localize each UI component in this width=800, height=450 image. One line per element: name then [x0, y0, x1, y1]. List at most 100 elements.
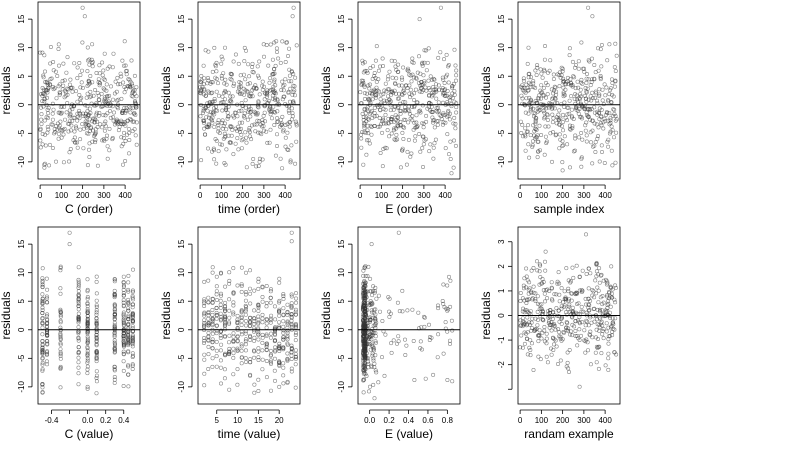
- data-point: [603, 93, 608, 98]
- data-point: [370, 64, 375, 69]
- data-point: [363, 289, 368, 294]
- data-point: [49, 122, 54, 127]
- data-point: [565, 112, 570, 117]
- data-point: [281, 330, 286, 335]
- data-point: [285, 130, 290, 135]
- data-point: [39, 112, 44, 117]
- data-point: [527, 320, 532, 325]
- data-point: [256, 164, 261, 169]
- data-point: [199, 74, 204, 79]
- data-point: [281, 337, 286, 342]
- data-point: [81, 111, 86, 116]
- data-point: [361, 295, 366, 300]
- data-point: [223, 353, 228, 358]
- data-point: [289, 369, 294, 374]
- data-point: [202, 322, 207, 327]
- data-point: [244, 304, 249, 309]
- data-point: [111, 115, 116, 120]
- data-point: [46, 111, 51, 116]
- data-point: [85, 360, 90, 365]
- data-point: [370, 310, 375, 315]
- data-point: [557, 146, 562, 151]
- data-point: [410, 307, 415, 312]
- data-point: [552, 337, 557, 342]
- data-point: [250, 88, 255, 93]
- y-tick-label: -10: [17, 381, 26, 393]
- data-point: [206, 366, 211, 371]
- data-point: [223, 308, 228, 313]
- data-point: [76, 331, 81, 336]
- data-point: [538, 67, 543, 72]
- x-tick-label: 0.2: [100, 416, 112, 425]
- data-point: [293, 75, 298, 80]
- data-point: [121, 319, 126, 324]
- y-tick-label: -5: [337, 129, 346, 137]
- data-point: [256, 349, 261, 354]
- data-point: [210, 120, 215, 125]
- data-point: [548, 131, 553, 136]
- data-point: [552, 106, 557, 111]
- data-point: [219, 291, 224, 296]
- data-point: [243, 356, 248, 361]
- x-axis-label: C (value): [65, 427, 114, 441]
- data-point: [112, 340, 117, 345]
- data-point: [541, 85, 546, 90]
- data-point: [533, 115, 538, 120]
- data-point: [518, 345, 523, 350]
- data-point: [573, 333, 578, 338]
- data-point: [286, 46, 291, 51]
- data-point: [363, 274, 368, 279]
- data-point: [235, 283, 240, 288]
- data-point: [292, 93, 297, 98]
- data-point: [239, 315, 244, 320]
- data-point: [414, 76, 419, 81]
- data-point: [558, 336, 563, 341]
- data-point: [518, 290, 523, 295]
- data-point: [260, 335, 265, 340]
- data-point: [370, 97, 375, 102]
- data-point: [613, 41, 618, 46]
- data-point: [369, 334, 374, 339]
- data-point: [372, 105, 377, 110]
- data-point: [430, 90, 435, 95]
- data-point: [293, 385, 298, 390]
- data-point: [361, 281, 366, 286]
- data-point: [382, 88, 387, 93]
- data-point: [410, 114, 415, 119]
- data-point: [130, 366, 135, 371]
- data-point: [365, 321, 370, 326]
- data-point: [529, 328, 534, 333]
- data-point: [76, 299, 81, 304]
- data-point: [596, 110, 601, 115]
- data-point: [53, 69, 58, 74]
- data-point: [421, 134, 426, 139]
- plot-frame: [197, 226, 301, 405]
- data-point: [374, 44, 379, 49]
- data-point: [550, 120, 555, 125]
- data-point: [221, 100, 226, 105]
- data-point: [588, 329, 593, 334]
- data-point: [131, 297, 136, 302]
- data-point: [372, 396, 377, 401]
- data-point: [376, 89, 381, 94]
- data-point: [268, 295, 273, 300]
- data-point: [130, 351, 135, 356]
- data-point: [94, 342, 99, 347]
- data-point: [610, 320, 615, 325]
- data-point: [75, 145, 80, 150]
- data-point: [530, 296, 535, 301]
- data-point: [120, 122, 125, 127]
- data-point: [264, 341, 269, 346]
- data-point: [102, 97, 107, 102]
- data-point: [428, 74, 433, 79]
- data-point: [76, 296, 81, 301]
- data-point: [564, 80, 569, 85]
- data-point: [285, 341, 290, 346]
- data-point: [254, 86, 259, 91]
- data-point: [454, 105, 459, 110]
- data-point: [600, 98, 605, 103]
- data-point: [566, 307, 571, 312]
- data-point: [559, 124, 564, 129]
